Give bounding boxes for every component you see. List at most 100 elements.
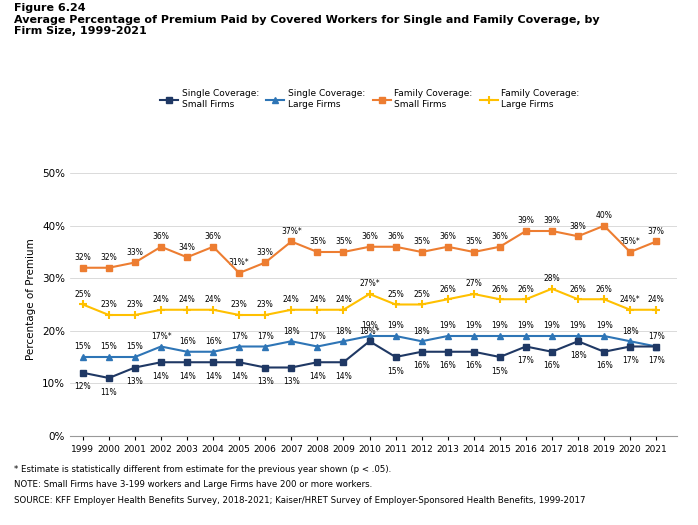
Text: 18%: 18%: [413, 327, 430, 335]
Text: 39%: 39%: [517, 216, 535, 225]
Text: 17%*: 17%*: [151, 332, 171, 341]
Text: 19%: 19%: [491, 321, 508, 330]
Text: 23%: 23%: [126, 300, 143, 309]
Text: 26%: 26%: [570, 285, 586, 293]
Text: 14%: 14%: [179, 372, 195, 381]
Text: * Estimate is statistically different from estimate for the previous year shown : * Estimate is statistically different fr…: [14, 465, 391, 474]
Text: 24%: 24%: [283, 295, 299, 304]
Text: 38%: 38%: [570, 222, 586, 230]
Text: 13%: 13%: [257, 377, 274, 386]
Text: 18%: 18%: [570, 351, 586, 360]
Text: 36%: 36%: [205, 232, 221, 241]
Text: 26%: 26%: [517, 285, 534, 293]
Text: 34%: 34%: [179, 243, 195, 251]
Legend: Single Coverage:
Small Firms, Single Coverage:
Large Firms, Family Coverage:
Sma: Single Coverage: Small Firms, Single Cov…: [156, 86, 584, 112]
Text: 13%: 13%: [126, 377, 143, 386]
Text: 24%: 24%: [153, 295, 170, 304]
Text: 14%: 14%: [309, 372, 326, 381]
Y-axis label: Percentage of Premium: Percentage of Premium: [27, 238, 36, 360]
Text: 36%: 36%: [439, 232, 456, 241]
Text: 18%: 18%: [335, 327, 352, 335]
Text: 14%: 14%: [335, 372, 352, 381]
Text: 19%: 19%: [466, 321, 482, 330]
Text: 35%: 35%: [413, 237, 430, 246]
Text: 17%: 17%: [517, 356, 534, 365]
Text: 13%: 13%: [283, 377, 299, 386]
Text: 35%: 35%: [335, 237, 352, 246]
Text: Firm Size, 1999-2021: Firm Size, 1999-2021: [14, 26, 147, 36]
Text: 23%: 23%: [257, 300, 274, 309]
Text: 17%: 17%: [309, 332, 326, 341]
Text: 15%: 15%: [387, 367, 404, 376]
Text: 17%: 17%: [648, 332, 664, 341]
Text: 33%: 33%: [126, 248, 143, 257]
Text: 32%: 32%: [75, 253, 91, 262]
Text: 35%*: 35%*: [620, 237, 641, 246]
Text: 17%: 17%: [648, 356, 664, 365]
Text: 39%: 39%: [544, 216, 560, 225]
Text: SOURCE: KFF Employer Health Benefits Survey, 2018-2021; Kaiser/HRET Survey of Em: SOURCE: KFF Employer Health Benefits Sur…: [14, 496, 586, 505]
Text: 24%*: 24%*: [620, 295, 641, 304]
Text: 16%: 16%: [466, 362, 482, 371]
Text: 37%*: 37%*: [281, 227, 302, 236]
Text: 19%: 19%: [544, 321, 560, 330]
Text: 25%: 25%: [75, 290, 91, 299]
Text: 15%: 15%: [101, 342, 117, 351]
Text: 17%: 17%: [622, 356, 639, 365]
Text: 16%: 16%: [205, 337, 221, 346]
Text: 18%*: 18%*: [359, 327, 380, 335]
Text: 35%: 35%: [466, 237, 482, 246]
Text: 14%: 14%: [231, 372, 248, 381]
Text: 36%: 36%: [491, 232, 508, 241]
Text: NOTE: Small Firms have 3-199 workers and Large Firms have 200 or more workers.: NOTE: Small Firms have 3-199 workers and…: [14, 480, 372, 489]
Text: 24%: 24%: [179, 295, 195, 304]
Text: 19%: 19%: [439, 321, 456, 330]
Text: 15%: 15%: [491, 367, 508, 376]
Text: 16%: 16%: [544, 362, 560, 371]
Text: 15%: 15%: [75, 342, 91, 351]
Text: 11%: 11%: [101, 388, 117, 397]
Text: 36%: 36%: [387, 232, 404, 241]
Text: 27%: 27%: [466, 279, 482, 288]
Text: 25%: 25%: [413, 290, 430, 299]
Text: 35%: 35%: [309, 237, 326, 246]
Text: 19%: 19%: [570, 321, 586, 330]
Text: 12%: 12%: [75, 383, 91, 392]
Text: 19%: 19%: [595, 321, 612, 330]
Text: 32%: 32%: [101, 253, 117, 262]
Text: 18%: 18%: [622, 327, 639, 335]
Text: 36%: 36%: [361, 232, 378, 241]
Text: 27%*: 27%*: [359, 279, 380, 288]
Text: 23%: 23%: [101, 300, 117, 309]
Text: 24%: 24%: [205, 295, 221, 304]
Text: 24%: 24%: [648, 295, 664, 304]
Text: 26%: 26%: [595, 285, 612, 293]
Text: 23%: 23%: [231, 300, 248, 309]
Text: 17%: 17%: [257, 332, 274, 341]
Text: 16%: 16%: [179, 337, 195, 346]
Text: 14%: 14%: [205, 372, 221, 381]
Text: 36%: 36%: [153, 232, 170, 241]
Text: 16%: 16%: [595, 362, 612, 371]
Text: 24%: 24%: [309, 295, 326, 304]
Text: 19%: 19%: [517, 321, 534, 330]
Text: 25%: 25%: [387, 290, 404, 299]
Text: 28%: 28%: [544, 274, 560, 283]
Text: 18%: 18%: [283, 327, 299, 335]
Text: 17%: 17%: [231, 332, 248, 341]
Text: 31%*: 31%*: [229, 258, 249, 267]
Text: Average Percentage of Premium Paid by Covered Workers for Single and Family Cove: Average Percentage of Premium Paid by Co…: [14, 15, 600, 25]
Text: 26%: 26%: [491, 285, 508, 293]
Text: 19%: 19%: [361, 321, 378, 330]
Text: Figure 6.24: Figure 6.24: [14, 3, 86, 13]
Text: 37%: 37%: [648, 227, 664, 236]
Text: 24%: 24%: [335, 295, 352, 304]
Text: 26%: 26%: [439, 285, 456, 293]
Text: 14%: 14%: [153, 372, 170, 381]
Text: 40%: 40%: [595, 211, 613, 220]
Text: 15%: 15%: [126, 342, 143, 351]
Text: 16%: 16%: [439, 362, 456, 371]
Text: 16%: 16%: [413, 362, 430, 371]
Text: 33%: 33%: [257, 248, 274, 257]
Text: 19%: 19%: [387, 321, 404, 330]
